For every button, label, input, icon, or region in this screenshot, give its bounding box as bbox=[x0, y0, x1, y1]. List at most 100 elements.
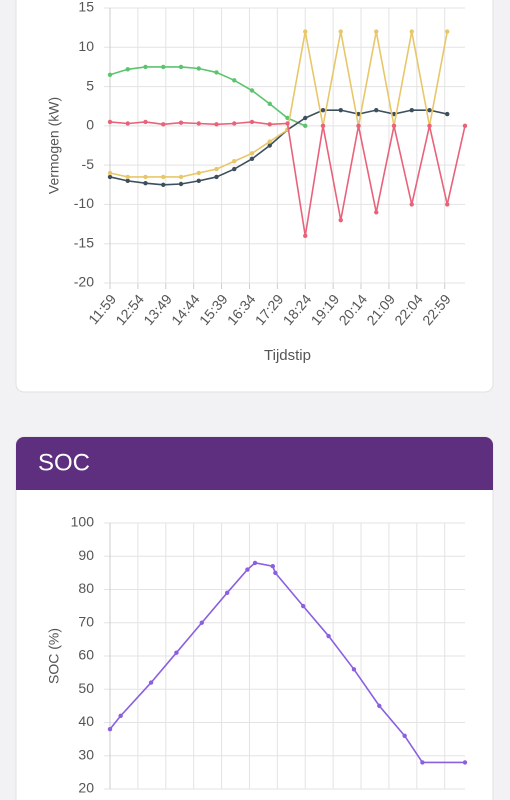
point bbox=[303, 29, 308, 34]
point bbox=[377, 703, 382, 709]
point bbox=[374, 107, 379, 113]
point bbox=[445, 111, 450, 117]
point bbox=[143, 174, 148, 180]
point bbox=[409, 29, 414, 34]
point bbox=[125, 121, 130, 126]
point bbox=[273, 570, 278, 576]
y-tick-label: 10 bbox=[78, 38, 94, 54]
point bbox=[267, 101, 272, 107]
point bbox=[178, 120, 184, 125]
point bbox=[303, 123, 308, 129]
series-line bbox=[109, 31, 449, 178]
point bbox=[161, 174, 166, 180]
point bbox=[107, 119, 113, 125]
point bbox=[249, 156, 255, 162]
point bbox=[285, 121, 290, 126]
point bbox=[402, 733, 407, 738]
point bbox=[462, 760, 468, 765]
point bbox=[107, 170, 113, 176]
point bbox=[196, 178, 201, 184]
point bbox=[391, 123, 397, 129]
point bbox=[125, 174, 130, 180]
point bbox=[338, 29, 343, 34]
y-tick-label: 60 bbox=[78, 647, 94, 663]
y-tick-label: 30 bbox=[78, 746, 94, 762]
point bbox=[143, 64, 148, 70]
point bbox=[196, 170, 201, 176]
y-tick-label: -5 bbox=[82, 156, 95, 172]
y-tick-label: 70 bbox=[78, 613, 94, 629]
point bbox=[285, 115, 290, 121]
point bbox=[196, 121, 201, 126]
y-tick-label: 90 bbox=[78, 547, 94, 563]
y-tick-label: 20 bbox=[78, 780, 94, 796]
y-axis-label: SOC (%) bbox=[46, 628, 62, 684]
card-title: SOC bbox=[38, 449, 90, 476]
point bbox=[214, 70, 219, 75]
point bbox=[249, 151, 255, 156]
point bbox=[118, 713, 123, 719]
point bbox=[107, 726, 113, 732]
point bbox=[125, 67, 130, 72]
y-tick-label: 50 bbox=[78, 680, 94, 696]
point bbox=[232, 121, 237, 126]
point bbox=[252, 560, 258, 566]
point bbox=[338, 217, 343, 223]
point bbox=[161, 64, 166, 70]
point bbox=[391, 111, 397, 117]
point bbox=[125, 178, 130, 184]
point bbox=[267, 139, 272, 144]
point bbox=[214, 174, 219, 180]
point bbox=[374, 210, 379, 215]
point bbox=[445, 202, 450, 207]
y-tick-label: 15 bbox=[78, 0, 94, 15]
point bbox=[199, 620, 204, 625]
point bbox=[214, 122, 219, 127]
y-tick-label: 40 bbox=[78, 713, 94, 729]
point bbox=[232, 78, 237, 83]
soc-header bbox=[16, 437, 493, 490]
y-axis-label: Vermogen (kW) bbox=[46, 97, 62, 194]
y-tick-label: -20 bbox=[74, 274, 94, 290]
point bbox=[409, 202, 414, 207]
point bbox=[249, 119, 255, 125]
point bbox=[409, 107, 414, 113]
point bbox=[356, 111, 361, 117]
point bbox=[143, 181, 148, 186]
point bbox=[356, 123, 361, 129]
point bbox=[320, 107, 326, 113]
y-tick-label: 80 bbox=[78, 580, 94, 596]
point bbox=[320, 123, 326, 129]
point bbox=[178, 181, 184, 187]
point bbox=[178, 64, 184, 70]
point bbox=[326, 633, 331, 639]
point bbox=[107, 72, 113, 77]
point bbox=[224, 590, 230, 596]
point bbox=[214, 166, 219, 172]
point bbox=[267, 122, 272, 127]
series-line bbox=[109, 66, 306, 127]
point bbox=[232, 159, 237, 164]
y-tick-label: 5 bbox=[86, 77, 94, 93]
point bbox=[249, 88, 255, 93]
point bbox=[301, 603, 306, 609]
point bbox=[427, 123, 432, 129]
y-tick-label: -15 bbox=[74, 234, 94, 250]
point bbox=[462, 123, 468, 129]
y-tick-label: 0 bbox=[86, 117, 94, 133]
point bbox=[445, 29, 450, 34]
point bbox=[267, 143, 272, 148]
point bbox=[174, 650, 179, 655]
point bbox=[303, 233, 308, 239]
point bbox=[107, 174, 113, 180]
x-axis-label: Tijdstip bbox=[264, 347, 311, 364]
point bbox=[161, 182, 166, 187]
y-tick-label: -10 bbox=[74, 195, 94, 211]
power-card bbox=[15, 0, 494, 393]
point bbox=[148, 680, 154, 685]
point bbox=[196, 66, 201, 71]
point bbox=[338, 107, 343, 113]
point bbox=[303, 115, 308, 121]
